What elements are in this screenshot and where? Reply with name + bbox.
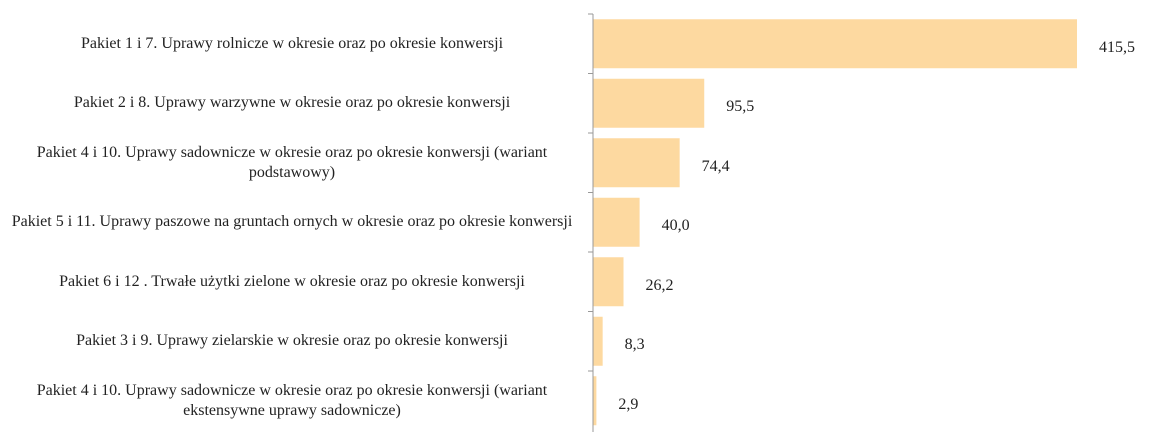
category-label: Pakiet 1 i 7. Uprawy rolnicze w okresie … (80, 34, 504, 52)
bar (593, 19, 1077, 69)
value-label: 74,4 (701, 157, 730, 175)
category-label: Pakiet 5 i 11. Uprawy paszowe na gruntac… (11, 213, 573, 231)
bar (593, 257, 624, 307)
category-label: Pakiet 2 i 8. Uprawy warzywne w okresie … (73, 94, 511, 112)
bar (593, 316, 603, 366)
bar (593, 138, 680, 188)
value-label: 95,5 (726, 98, 755, 116)
value-label: 415,5 (1099, 38, 1135, 56)
value-label: 26,2 (645, 276, 674, 294)
category-label: Pakiet 6 i 12 . Trwałe użytki zielone w … (59, 272, 525, 290)
category-label: Pakiet 4 i 10. Uprawy sadownicze w okres… (36, 143, 548, 181)
category-label: Pakiet 3 i 9. Uprawy zielarskie w okresi… (76, 332, 508, 350)
bar (593, 197, 640, 247)
value-label: 40,0 (661, 217, 690, 235)
value-label: 2,9 (618, 395, 639, 413)
bar (593, 78, 705, 128)
category-label: Pakiet 4 i 10. Uprawy sadownicze w okres… (36, 381, 548, 419)
value-label: 8,3 (624, 336, 645, 354)
bar (593, 376, 597, 426)
